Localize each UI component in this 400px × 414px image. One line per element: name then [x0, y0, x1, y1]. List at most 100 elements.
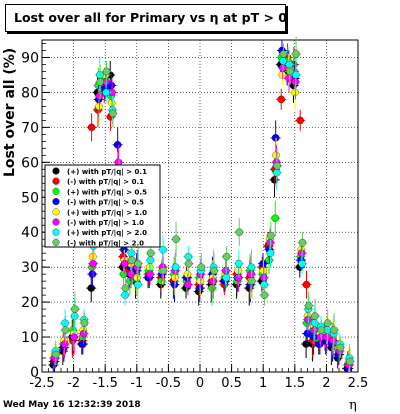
data-point	[311, 312, 319, 320]
legend-entry: (-) with pT/|q| > 0.1	[67, 178, 144, 187]
data-point	[296, 116, 304, 125]
data-point	[146, 270, 154, 278]
x-tick-label: -0.5	[156, 376, 181, 391]
data-point	[87, 123, 96, 132]
data-point	[113, 141, 122, 149]
x-tick-label: -2	[67, 376, 80, 391]
data-point	[235, 228, 243, 236]
data-point	[171, 263, 180, 271]
data-point	[210, 266, 218, 275]
x-tick-label: 1.5	[284, 376, 305, 391]
legend-marker	[52, 177, 60, 185]
data-point	[102, 67, 111, 76]
y-tick-label: 20	[21, 295, 39, 311]
data-point	[305, 301, 313, 310]
data-point	[120, 259, 129, 268]
legend-marker	[52, 208, 60, 216]
data-point	[184, 280, 192, 289]
y-tick-label: 80	[21, 85, 39, 101]
data-point	[121, 284, 130, 292]
data-point	[147, 249, 155, 257]
data-point	[298, 238, 307, 247]
legend-entry: (+) with pT/|q| > 2.0	[67, 229, 147, 238]
legend-entry: (+) with pT/|q| > 1.0	[67, 209, 147, 218]
data-point	[222, 252, 231, 261]
x-tick-label: -2.5	[29, 376, 54, 391]
data-point	[95, 92, 104, 100]
y-tick-label: 60	[21, 155, 39, 171]
y-tick-label: 0	[30, 365, 39, 381]
data-point	[298, 259, 306, 268]
data-point	[87, 284, 95, 292]
date-stamp: Wed May 16 12:32:39 2018	[3, 400, 141, 410]
legend-marker	[52, 167, 60, 175]
data-point	[317, 326, 326, 334]
x-tick-label: 0	[196, 376, 204, 391]
legend-marker	[52, 228, 60, 236]
data-point	[133, 280, 142, 289]
data-point	[271, 214, 280, 222]
legend-entry: (-) with pT/|q| > 1.0	[67, 219, 144, 228]
legend-entry: (-) with pT/|q| > 2.0	[67, 239, 144, 248]
data-point	[184, 259, 193, 268]
data-point	[266, 249, 275, 257]
data-point	[89, 259, 97, 268]
y-tick-label: 50	[21, 190, 39, 206]
data-point	[71, 305, 79, 313]
data-point	[222, 273, 230, 282]
data-point	[260, 291, 269, 299]
legend-box	[44, 164, 161, 248]
data-point	[273, 162, 281, 170]
y-tick-label: 70	[21, 120, 39, 136]
x-axis-label: η	[349, 398, 357, 413]
data-point	[61, 326, 70, 334]
data-point	[292, 50, 300, 58]
data-point	[109, 109, 117, 118]
data-point	[80, 319, 89, 327]
x-tick-label: 2.5	[348, 376, 369, 391]
data-point	[159, 266, 168, 275]
data-point	[197, 263, 206, 271]
data-point	[79, 329, 88, 338]
x-tick-label: 0.5	[221, 376, 242, 391]
x-tick-label: -1.5	[93, 376, 118, 391]
y-tick-label: 90	[21, 50, 39, 66]
data-point	[96, 78, 104, 86]
legend-entry: (-) with pT/|q| > 0.5	[67, 199, 144, 208]
data-point	[330, 326, 338, 334]
data-point	[60, 340, 69, 348]
legend-marker	[52, 198, 60, 206]
legend-marker	[52, 218, 60, 226]
legend-entry: (+) with pT/|q| > 0.5	[67, 188, 147, 197]
data-point	[159, 245, 167, 254]
y-tick-label: 30	[21, 260, 39, 276]
x-tick-label: -1	[130, 376, 143, 391]
legend-entry: (+) with pT/|q| > 0.1	[67, 168, 147, 177]
data-point	[79, 340, 87, 348]
legend-marker	[52, 238, 60, 246]
data-point	[346, 357, 354, 366]
data-point	[303, 329, 312, 338]
legend-marker	[52, 187, 60, 195]
y-tick-label: 40	[21, 225, 39, 241]
data-point	[277, 95, 285, 104]
data-point	[102, 88, 110, 97]
data-point	[279, 50, 288, 58]
data-point	[172, 235, 180, 243]
data-point	[88, 270, 97, 278]
x-tick-label: 2	[322, 376, 330, 391]
data-point	[70, 333, 78, 341]
data-point	[302, 280, 311, 289]
data-point	[134, 259, 142, 268]
y-tick-label: 10	[21, 330, 39, 346]
data-point	[323, 319, 332, 327]
data-point	[248, 277, 256, 285]
data-point	[52, 350, 60, 359]
chart-title: Lost over all for Primary vs η at pT > 0…	[5, 4, 286, 32]
data-point	[267, 231, 275, 240]
data-point	[336, 343, 345, 352]
data-point	[128, 256, 136, 264]
y-axis-label: Lost over all (%)	[2, 47, 18, 177]
x-tick-label: 1	[259, 376, 267, 391]
